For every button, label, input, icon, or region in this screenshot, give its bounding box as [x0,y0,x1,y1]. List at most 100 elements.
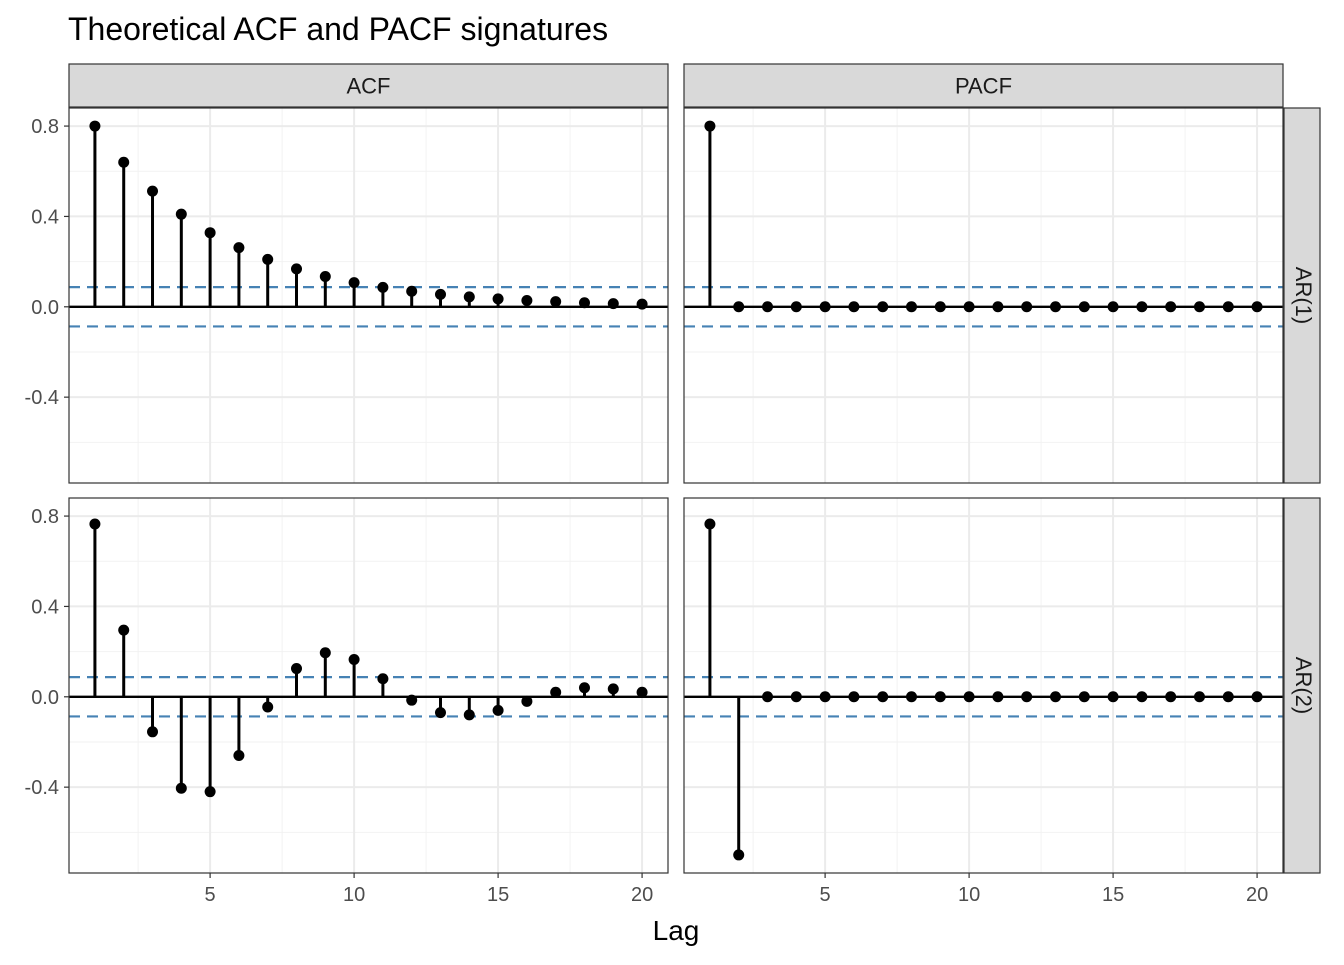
lag-mark [906,691,918,703]
panel-background [684,108,1283,483]
y-tick-label: 0.8 [31,116,59,138]
strip-background [1283,107,1321,484]
lag-point [233,242,245,254]
lag-point [492,293,504,305]
x-tick-label: 10 [343,884,365,906]
lag-point [1136,301,1148,313]
lag-point [1165,301,1177,313]
lag-mark [118,156,130,307]
lag-mark [233,696,245,762]
column-strip-label: PACF [955,74,1012,99]
lag-mark [992,691,1004,703]
lag-mark [89,518,101,697]
lag-point [848,691,860,703]
lag-mark [934,301,946,313]
row-strip-ar-2: AR(2) [1283,497,1321,874]
lag-mark [877,691,889,703]
lag-point [1251,301,1263,313]
lag-mark [550,686,562,698]
panel-ar-1-acf: 0.8 0.4 0.0 -0.4 [25,107,669,484]
lag-mark [406,285,418,307]
column-strip-acf: ACF [68,63,669,108]
strip-background [1283,497,1321,874]
lag-point [204,227,216,239]
column-strip-pacf: PACF [683,63,1284,108]
column-strip-label: ACF [347,74,391,99]
lag-mark [1049,301,1061,313]
lag-point [578,682,590,694]
lag-point [1078,301,1090,313]
lag-mark [1078,301,1090,313]
x-tick-label: 15 [487,884,509,906]
lag-mark [463,696,475,721]
lag-point [1136,691,1148,703]
lag-point [492,704,504,716]
lag-mark [175,696,187,794]
lag-mark [1078,691,1090,703]
lag-point [233,750,245,762]
lag-point [636,298,648,310]
lag-point [848,301,860,313]
lag-mark [1165,691,1177,703]
lag-point [1222,691,1234,703]
minor-gridlines [684,498,1283,873]
lag-mark [1107,301,1119,313]
lag-mark [1193,691,1205,703]
lag-mark [262,253,274,307]
x-tick-label: 20 [631,884,653,906]
minor-gridlines [684,108,1283,483]
panel-border [683,497,1284,874]
lag-mark [1165,301,1177,313]
lag-point [89,518,101,530]
lag-mark [848,691,860,703]
y-tick-label: -0.4 [25,777,59,799]
lag-point [1021,301,1033,313]
lag-mark [992,301,1004,313]
x-tick-label: 20 [1246,884,1268,906]
lag-point [406,285,418,297]
lag-mark [1136,301,1148,313]
lag-point [434,707,446,719]
lag-point [521,294,533,306]
lag-mark [434,696,446,719]
lag-mark [233,242,245,307]
lag-point [319,271,331,283]
lag-mark [578,297,590,309]
row-strip-ar-1: AR(1) [1283,107,1321,484]
lag-point [147,726,159,738]
lag-mark [733,696,745,861]
lag-point [992,301,1004,313]
lag-mark [319,647,331,697]
lag-point [733,849,745,861]
lag-point [790,691,802,703]
lag-point [377,281,389,293]
lag-point [819,301,831,313]
lag-mark [790,301,802,313]
lag-mark [762,691,774,703]
lag-mark [348,277,360,307]
lag-mark [790,691,802,703]
panel-border [68,497,669,874]
lag-mark [147,185,159,307]
y-tick-label: 0.8 [31,506,59,528]
lag-point [906,301,918,313]
lag-point [262,701,274,713]
lag-point [319,647,331,659]
lag-mark [848,301,860,313]
lag-point [1021,691,1033,703]
lag-mark [492,293,504,307]
lag-point [704,518,716,530]
lag-point [1222,301,1234,313]
y-tick-label: 0.4 [31,596,59,618]
lag-point [406,694,418,706]
lag-point [175,782,187,794]
x-tick-label: 10 [958,884,980,906]
panel-background [684,498,1283,873]
lag-mark [704,518,716,697]
x-axis-label: Lag [653,915,700,946]
lag-point [434,288,446,300]
lag-point [204,786,216,798]
lag-point [521,695,533,707]
lag-mark [521,294,533,307]
lag-point [762,691,774,703]
